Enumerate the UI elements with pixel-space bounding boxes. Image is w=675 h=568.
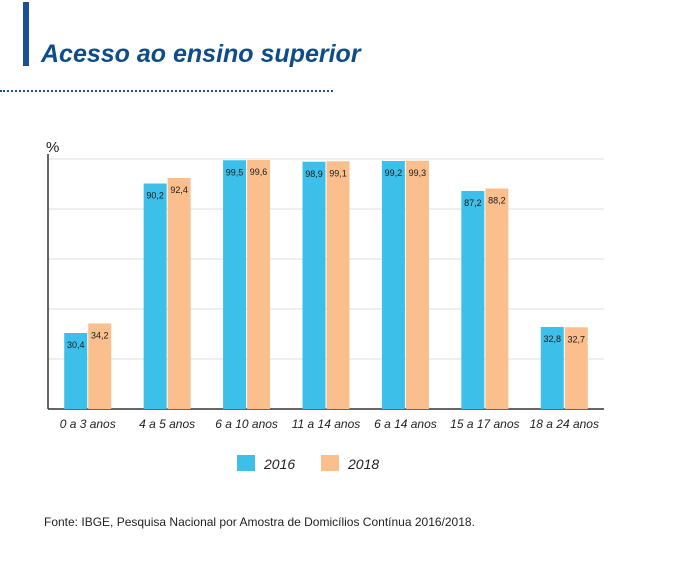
x-tick-label: 4 a 5 anos bbox=[139, 417, 195, 431]
data-label: 30,4 bbox=[67, 340, 85, 350]
x-tick-label: 6 a 14 anos bbox=[374, 417, 437, 431]
data-label: 99,2 bbox=[385, 168, 403, 178]
bar-2016 bbox=[143, 183, 167, 409]
bar-2018 bbox=[326, 161, 350, 409]
x-tick-label: 6 a 10 anos bbox=[215, 417, 278, 431]
x-tick-label: 0 a 3 anos bbox=[60, 417, 116, 431]
source-note: Fonte: IBGE, Pesquisa Nacional por Amost… bbox=[44, 515, 475, 529]
bar-2016 bbox=[540, 327, 564, 409]
header-accent-bar bbox=[23, 2, 29, 66]
data-label: 32,7 bbox=[568, 334, 586, 344]
x-tick-label: 18 a 24 anos bbox=[530, 417, 599, 431]
bar-2018 bbox=[247, 160, 271, 409]
dotted-divider bbox=[0, 90, 333, 92]
data-label: 32,8 bbox=[544, 334, 562, 344]
y-axis-label: % bbox=[46, 139, 59, 156]
x-tick-label: 11 a 14 anos bbox=[292, 417, 361, 431]
page-title: Acesso ao ensino superior bbox=[41, 40, 361, 68]
data-label: 87,2 bbox=[464, 198, 482, 208]
bar-2016 bbox=[381, 161, 405, 409]
data-label: 88,2 bbox=[488, 196, 506, 206]
data-label: 99,3 bbox=[409, 168, 427, 178]
bar-2016 bbox=[64, 333, 88, 409]
data-label: 92,4 bbox=[170, 185, 188, 195]
bar-2018 bbox=[485, 188, 509, 409]
bar-chart: % 30,4 34,2 0 a 3 anos 90,2 92,4 4 a 5 anos 99,… bbox=[46, 139, 604, 472]
data-label: 99,6 bbox=[250, 167, 268, 177]
bar-2016 bbox=[302, 161, 326, 409]
legend-swatch bbox=[237, 455, 255, 471]
x-tick-label: 15 a 17 anos bbox=[450, 417, 519, 431]
bar-2016 bbox=[223, 160, 247, 409]
data-label: 98,9 bbox=[305, 169, 323, 179]
legend-label: 2018 bbox=[347, 456, 379, 472]
data-label: 99,1 bbox=[329, 168, 347, 178]
bar-2018 bbox=[405, 160, 429, 409]
legend-swatch bbox=[321, 455, 339, 471]
bar-2016 bbox=[461, 191, 485, 409]
data-label: 34,2 bbox=[91, 331, 109, 341]
legend-label: 2016 bbox=[263, 456, 295, 472]
bar-2018 bbox=[167, 178, 191, 409]
data-label: 90,2 bbox=[146, 191, 164, 201]
data-label: 99,5 bbox=[226, 167, 244, 177]
bar-2018 bbox=[88, 323, 112, 409]
bar-2018 bbox=[564, 327, 588, 409]
